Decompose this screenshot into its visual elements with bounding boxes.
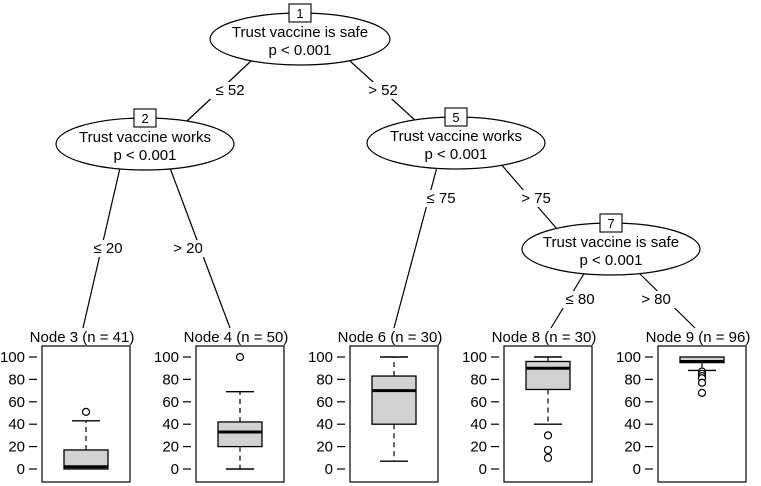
- axis-tick-label-3-20: 20: [8, 439, 25, 456]
- edge-label-background: [210, 82, 250, 99]
- edge-label-7-8: ≤ 80: [565, 291, 594, 308]
- axis-tick-label-6-60: 60: [316, 394, 333, 411]
- node-id-badge-2: [133, 108, 157, 128]
- outlier-point-3-0: [81, 407, 91, 416]
- edge-label-1-2: ≤ 52: [215, 82, 244, 99]
- edge-label-background: [168, 240, 208, 257]
- iqr-box-4: [217, 421, 263, 448]
- node-pvalue-label-5: p < 0.001: [425, 146, 488, 163]
- outlier-point-8-0: [543, 431, 553, 440]
- edge-label-background: [421, 190, 461, 207]
- axis-tick-label-9-80: 80: [624, 371, 641, 388]
- node-id-label-2: 2: [141, 111, 148, 126]
- axis-tick-label-3-60: 60: [8, 394, 25, 411]
- edge-label-2-4: > 20: [173, 240, 203, 257]
- axis-tick-label-9-40: 40: [624, 416, 641, 433]
- axis-tick-label-4-100: 100: [154, 349, 179, 366]
- leaf-title-9: Node 9 (n = 96): [646, 329, 751, 346]
- outlier-point-8-1: [543, 445, 553, 455]
- axis-tick-label-6-40: 40: [316, 416, 333, 433]
- leaf-panel-border-4: [195, 345, 285, 483]
- edge-label-5-6: ≤ 75: [426, 190, 455, 207]
- node-variable-label-7: Trust vaccine is safe: [543, 234, 679, 251]
- edge-label-background: [516, 190, 556, 207]
- edge-label-7-9: > 80: [641, 291, 671, 308]
- axis-tick-label-4-80: 80: [162, 371, 179, 388]
- node-variable-label-2: Trust vaccine works: [79, 129, 211, 146]
- axis-tick-label-8-60: 60: [470, 394, 487, 411]
- axis-tick-label-8-80: 80: [470, 371, 487, 388]
- axis-tick-label-4-40: 40: [162, 416, 179, 433]
- leaf-title-8: Node 8 (n = 30): [492, 329, 597, 346]
- edge-label-2-3: ≤ 20: [93, 240, 122, 257]
- axis-tick-label-4-60: 60: [162, 394, 179, 411]
- edge-label-5-7: > 75: [521, 190, 551, 207]
- node-id-badge-5: [444, 107, 468, 127]
- axis-tick-label-9-20: 20: [624, 439, 641, 456]
- axis-tick-label-6-100: 100: [308, 349, 333, 366]
- axis-tick-label-3-0: 0: [17, 461, 25, 478]
- outlier-point-9-5: [697, 388, 707, 397]
- axis-tick-label-8-40: 40: [470, 416, 487, 433]
- leaf-title-6: Node 6 (n = 30): [338, 329, 443, 346]
- edge-label-1-5: > 52: [368, 82, 398, 99]
- iqr-box-6: [371, 375, 417, 425]
- axis-tick-label-4-0: 0: [171, 461, 179, 478]
- axis-tick-label-8-20: 20: [470, 439, 487, 456]
- edge-label-background: [560, 291, 600, 308]
- node-variable-label-1: Trust vaccine is safe: [232, 24, 368, 41]
- node-variable-label-5: Trust vaccine works: [390, 128, 522, 145]
- axis-tick-label-6-80: 80: [316, 371, 333, 388]
- node-id-label-7: 7: [607, 216, 614, 231]
- node-id-badge-7: [599, 213, 623, 233]
- edge-label-background: [363, 82, 403, 99]
- node-id-label-5: 5: [452, 110, 459, 125]
- iqr-box-8: [525, 360, 571, 391]
- outlier-point-8-2: [543, 453, 553, 462]
- outlier-point-9-4: [697, 378, 707, 387]
- axis-tick-label-3-100: 100: [0, 349, 25, 366]
- outlier-point-4-0: [235, 352, 245, 362]
- node-pvalue-label-2: p < 0.001: [114, 147, 177, 164]
- node-id-label-1: 1: [296, 6, 303, 21]
- iqr-box-3: [63, 449, 109, 470]
- node-id-badge-1: [288, 3, 312, 23]
- node-pvalue-label-7: p < 0.001: [580, 252, 643, 269]
- axis-tick-label-8-0: 0: [479, 461, 487, 478]
- axis-tick-label-6-20: 20: [316, 439, 333, 456]
- axis-tick-label-9-60: 60: [624, 394, 641, 411]
- edge-label-background: [636, 291, 676, 308]
- axis-tick-label-8-100: 100: [462, 349, 487, 366]
- node-pvalue-label-1: p < 0.001: [269, 42, 332, 59]
- axis-tick-label-4-20: 20: [162, 439, 179, 456]
- axis-tick-label-3-40: 40: [8, 416, 25, 433]
- axis-tick-label-9-100: 100: [616, 349, 641, 366]
- leaf-title-4: Node 4 (n = 50): [184, 329, 289, 346]
- edge-label-background: [88, 240, 128, 257]
- axis-tick-label-6-0: 0: [325, 461, 333, 478]
- leaf-title-3: Node 3 (n = 41): [30, 329, 135, 346]
- axis-tick-label-3-80: 80: [8, 371, 25, 388]
- axis-tick-label-9-0: 0: [633, 461, 641, 478]
